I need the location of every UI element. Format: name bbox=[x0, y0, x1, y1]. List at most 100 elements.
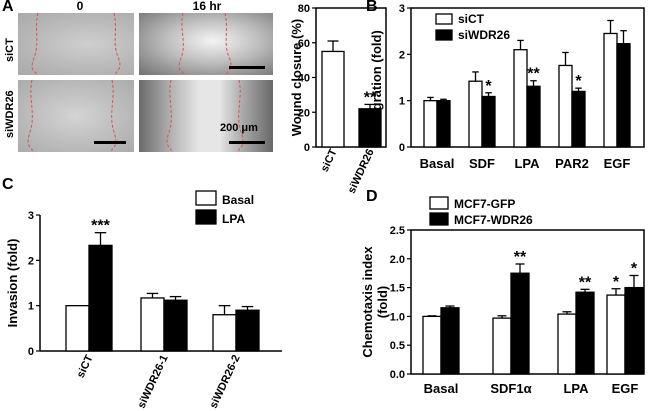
micrograph-siwdr26-0hr bbox=[18, 80, 134, 152]
B-migration-bar-siCT-LPA bbox=[513, 49, 528, 148]
scale-bar bbox=[229, 141, 265, 144]
A-wound-y-tick-label: 80 bbox=[298, 3, 310, 15]
B-migration-y-tick-label: 1 bbox=[399, 96, 405, 108]
D-chemotaxis-y-tick-label: 1.0 bbox=[390, 311, 405, 323]
D-chemotaxis-bar-MCF7-WDR26-LPA-significance: ** bbox=[579, 274, 592, 291]
B-migration-bar-siWDR26-LPA bbox=[526, 85, 541, 148]
scale-bar-label: 200 μm bbox=[220, 122, 258, 134]
C-invasion-bar-LPA-siWDR26-2 bbox=[235, 309, 260, 352]
A-wound-x-tick-label: siCT bbox=[319, 147, 340, 174]
scale-bar bbox=[229, 66, 265, 69]
A-wound-y-tick-label: 20 bbox=[298, 107, 310, 119]
C-invasion-y-axis-label: Invasion (fold) bbox=[5, 239, 20, 328]
A-wound-x-tick-label: siWDR26 bbox=[346, 147, 377, 195]
B-migration-bar-siWDR26-SDF-significance: * bbox=[485, 78, 492, 95]
C-invasion-x-tick-label: siWDR26-1 bbox=[136, 353, 171, 410]
B-migration-x-tick-label: EGF bbox=[604, 156, 631, 171]
D-chemotaxis-x-tick-label: SDF1α bbox=[490, 381, 531, 396]
B-migration-bar-siWDR26-Basal bbox=[436, 100, 451, 148]
C-invasion-legend-swatch-Basal bbox=[195, 190, 217, 206]
B-migration-bar-siCT-SDF bbox=[468, 80, 483, 148]
D-chemotaxis-legend-label-MCF7-GFP: MCF7-GFP bbox=[454, 197, 515, 211]
C-invasion-bar-LPA-siWDR26-1 bbox=[163, 299, 188, 352]
B-migration-bar-siCT-Basal bbox=[423, 100, 438, 148]
D-chemotaxis-x-tick-label: EGF bbox=[612, 381, 639, 396]
B-migration-bar-siWDR26-PAR2-significance: * bbox=[575, 73, 582, 90]
C-invasion-y-tick-label: 1 bbox=[28, 301, 34, 313]
D-chemotaxis-y-tick-label: 0.5 bbox=[390, 340, 405, 352]
B-migration-y-axis-label: Migration (fold) bbox=[369, 30, 384, 125]
A-wound-y-tick-label: 0 bbox=[304, 142, 310, 154]
D-chemotaxis-bar-MCF7-WDR26-EGF bbox=[624, 286, 644, 375]
C-invasion-legend-swatch-LPA bbox=[195, 209, 217, 225]
B-migration-legend-label-siCT: siCT bbox=[458, 12, 485, 26]
D-chemotaxis-bar-MCF7-WDR26-EGF-significance: * bbox=[631, 261, 638, 278]
D-chemotaxis-y-tick-label: 2.0 bbox=[390, 254, 405, 266]
D-chemotaxis-y-tick-label: 0.0 bbox=[390, 369, 405, 381]
D-chemotaxis-bar-MCF7-WDR26-Basal bbox=[440, 307, 460, 375]
B-migration-legend-swatch-siCT bbox=[435, 13, 453, 25]
C-invasion-bar-LPA-siCT bbox=[88, 244, 113, 352]
A-wound-y-tick-label: 40 bbox=[298, 73, 310, 85]
D-chemotaxis-x-tick-label: Basal bbox=[424, 381, 459, 396]
D-chemotaxis-legend-swatch-MCF7-WDR26 bbox=[429, 212, 449, 226]
panel-letter-c: C bbox=[2, 176, 14, 193]
C-invasion-y-tick-label: 3 bbox=[28, 210, 34, 222]
B-migration-bar-siCT-PAR2 bbox=[558, 64, 573, 148]
C-invasion-bar-Basal-siCT bbox=[65, 305, 90, 352]
B-migration-y-tick-label: 0 bbox=[399, 142, 405, 154]
wound-edge-lines bbox=[178, 13, 232, 75]
A-wound-bar-siWDR26-significance: ** bbox=[364, 89, 377, 106]
D-chemotaxis-bar-MCF7-WDR26-LPA bbox=[575, 291, 595, 375]
D-chemotaxis-bar-MCF7-GFP-EGF-significance: * bbox=[613, 274, 620, 291]
B-migration-bar-siWDR26-SDF bbox=[481, 95, 496, 148]
D-chemotaxis-bar-MCF7-WDR26-SDF1α bbox=[510, 272, 530, 375]
B-migration-x-tick-label: PAR2 bbox=[555, 156, 589, 171]
D-chemotaxis-bar-MCF7-WDR26-SDF1α-significance: ** bbox=[514, 249, 527, 266]
wound-edge-lines bbox=[31, 13, 121, 75]
C-invasion-legend-label-Basal: Basal bbox=[222, 193, 254, 207]
time-label-0hr: 0 bbox=[76, 0, 84, 13]
wound-edge-lines bbox=[166, 80, 244, 152]
D-chemotaxis-bar-MCF7-GFP-Basal bbox=[422, 315, 442, 375]
panel-letter-a: A bbox=[2, 0, 14, 15]
micrograph-sict-0hr bbox=[18, 13, 134, 75]
C-invasion-x-tick-label: siCT bbox=[75, 353, 96, 380]
C-invasion-x-tick-label: siWDR26-2 bbox=[208, 353, 243, 410]
D-chemotaxis-bar-MCF7-GFP-LPA bbox=[557, 313, 577, 375]
B-migration-x-tick-label: Basal bbox=[420, 156, 455, 171]
C-invasion-bar-Basal-siWDR26-1 bbox=[140, 297, 165, 352]
scale-bar bbox=[94, 141, 126, 144]
B-migration-legend-swatch-siWDR26 bbox=[435, 29, 453, 41]
panel-letter-d: D bbox=[366, 188, 378, 205]
C-invasion-legend-label-LPA: LPA bbox=[222, 212, 245, 226]
B-migration-legend-label-siWDR26: siWDR26 bbox=[458, 28, 510, 42]
B-migration-x-tick-label: LPA bbox=[514, 156, 540, 171]
D-chemotaxis-y-tick-label: 2.5 bbox=[390, 225, 405, 237]
A-wound-y-axis-label: Wound closure (%) bbox=[289, 19, 304, 136]
B-migration-bar-siWDR26-PAR2 bbox=[571, 90, 586, 148]
time-label-16hr: 16 hr bbox=[192, 0, 222, 13]
B-migration-bar-siWDR26-LPA-significance: ** bbox=[527, 66, 540, 83]
wound-edge-lines bbox=[27, 80, 117, 152]
C-invasion-bar-Basal-siWDR26-2 bbox=[212, 314, 237, 352]
micrograph-siwdr26-16hr bbox=[139, 80, 273, 152]
A-wound-y-tick-label: 60 bbox=[298, 38, 310, 50]
D-chemotaxis-bar-MCF7-GFP-SDF1α bbox=[492, 317, 512, 375]
D-chemotaxis-y-axis-label: (fold) bbox=[375, 286, 390, 318]
C-invasion-y-tick-label: 0 bbox=[28, 346, 34, 358]
C-invasion-y-tick-label: 2 bbox=[28, 255, 34, 267]
D-chemotaxis-x-tick-label: LPA bbox=[563, 381, 589, 396]
D-chemotaxis-bar-MCF7-GFP-EGF bbox=[606, 294, 626, 375]
C-invasion-bar-LPA-siCT-significance: *** bbox=[91, 218, 110, 235]
D-chemotaxis-legend-label-MCF7-WDR26: MCF7-WDR26 bbox=[454, 213, 533, 227]
B-migration-y-tick-label: 2 bbox=[399, 49, 405, 61]
B-migration-y-tick-label: 3 bbox=[399, 3, 405, 15]
micrograph-sict-16hr bbox=[139, 13, 273, 75]
B-migration-bar-siCT-EGF bbox=[603, 32, 618, 148]
D-chemotaxis-y-tick-label: 1.5 bbox=[390, 283, 405, 295]
D-chemotaxis-y-axis-label: Chemotaxis index bbox=[360, 246, 375, 358]
A-wound-bar-siCT bbox=[321, 50, 345, 148]
B-migration-x-tick-label: SDF bbox=[469, 156, 495, 171]
